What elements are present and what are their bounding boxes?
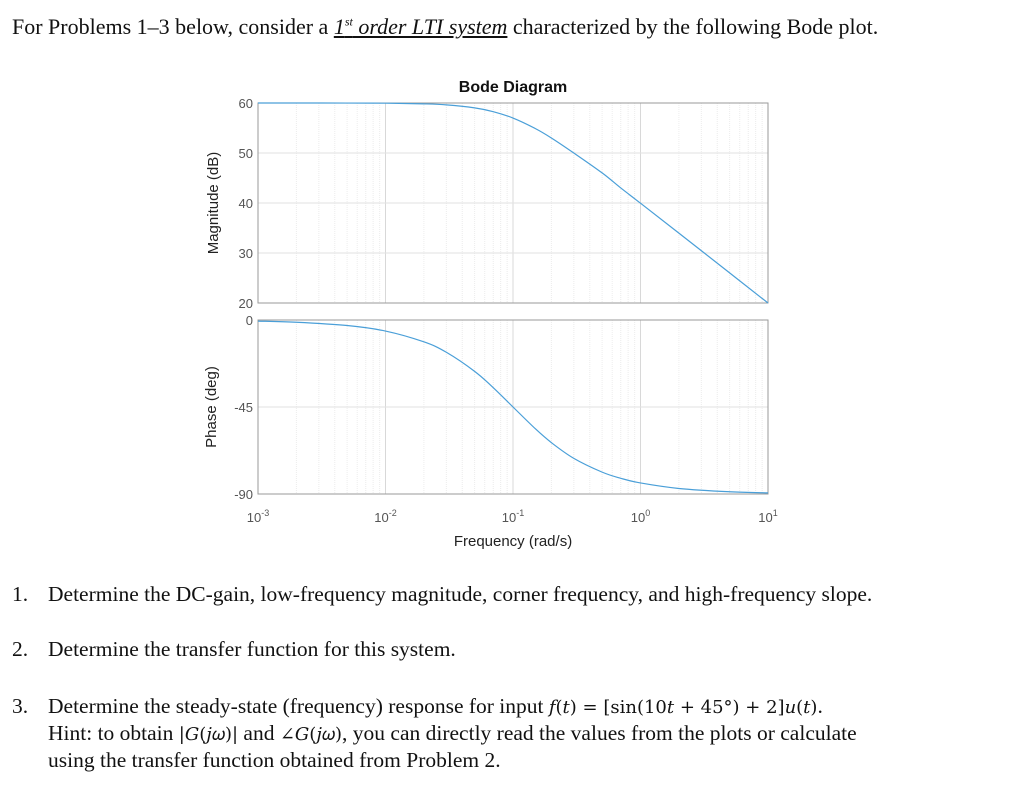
x-tick-label: 10-2 xyxy=(374,508,396,525)
chart-title: Bode Diagram xyxy=(459,79,567,96)
problem-text: Determine the steady-state (frequency) r… xyxy=(48,694,823,719)
x-axis-label: Frequency (rad/s) xyxy=(454,533,572,550)
tick-base: 10 xyxy=(758,510,772,525)
tick-exponent: -2 xyxy=(389,508,397,518)
magnitude-curve xyxy=(257,102,769,304)
intro-after: characterized by the following Bode plot… xyxy=(507,14,879,39)
tick-base: 10 xyxy=(374,510,388,525)
tick-base: 10 xyxy=(502,510,516,525)
intro-before: For Problems 1–3 below, consider a xyxy=(12,14,334,39)
problem-number: 3. xyxy=(12,694,29,718)
hint-line-1: Hint: to obtain |𝐺(𝑗𝜔)| and ∠𝐺(𝑗𝜔), you … xyxy=(48,721,857,746)
x-tick-label: 10-3 xyxy=(247,508,269,525)
y-tick-label: 60 xyxy=(239,96,253,111)
y-tick-label: 0 xyxy=(246,313,253,328)
problem-text: Determine the DC-gain, low-frequency mag… xyxy=(48,582,873,606)
intro-text: For Problems 1–3 below, consider a 1st o… xyxy=(12,14,878,40)
y-tick-label: -45 xyxy=(234,400,253,415)
tick-exponent: -3 xyxy=(261,508,269,518)
problem-number: 1. xyxy=(12,582,29,606)
tick-base: 10 xyxy=(631,510,645,525)
ordinal: 1 xyxy=(333,14,345,39)
axes-box xyxy=(257,319,769,495)
bode-diagram: Bode Diagram 60 50 40 30 20 Magnitude (dB) 0 -45… xyxy=(203,79,778,550)
axes-box xyxy=(257,102,769,304)
tick-base: 10 xyxy=(247,510,261,525)
tick-exponent: 1 xyxy=(773,508,778,518)
problem-number: 2. xyxy=(12,637,29,661)
hint-c: , you can directly read the values from … xyxy=(342,721,857,745)
tick-exponent: 0 xyxy=(645,508,650,518)
x-tick-label: 100 xyxy=(631,508,650,525)
y-tick-label: 50 xyxy=(239,146,253,161)
phase-axis-label: Phase (deg) xyxy=(203,366,220,448)
period: . xyxy=(817,694,823,718)
x-tick-label: 101 xyxy=(758,508,777,525)
hint-b: and xyxy=(238,721,280,745)
phase-expression: ∠𝐺(𝑗𝜔) xyxy=(279,724,343,745)
problem-text: Determine the transfer function for this… xyxy=(48,637,456,661)
y-tick-label: 30 xyxy=(239,246,253,261)
hint-line-2: using the transfer function obtained fro… xyxy=(48,748,501,772)
magnitude-axis-label: Magnitude (dB) xyxy=(205,152,222,255)
magnitude-expression: |𝐺(𝑗𝜔)| xyxy=(178,724,239,745)
emphasis-text: order LTI system xyxy=(352,14,508,39)
input-equation: 𝑓(𝑡) = [sin(10𝑡 + 45°) + 2]𝑢(𝑡) xyxy=(548,697,818,718)
x-tick-label: 10-1 xyxy=(502,508,524,525)
intro-emphasis: 1st order LTI system xyxy=(334,14,508,39)
y-tick-label: 20 xyxy=(239,296,253,311)
tick-exponent: -1 xyxy=(516,508,524,518)
problem-text-main: Determine the steady-state (frequency) r… xyxy=(48,694,549,718)
y-tick-label: 40 xyxy=(239,196,253,211)
hint-a: Hint: to obtain xyxy=(48,721,179,745)
y-tick-label: -90 xyxy=(234,487,253,502)
phase-curve xyxy=(257,320,769,494)
ordinal-sup: st xyxy=(344,14,353,29)
